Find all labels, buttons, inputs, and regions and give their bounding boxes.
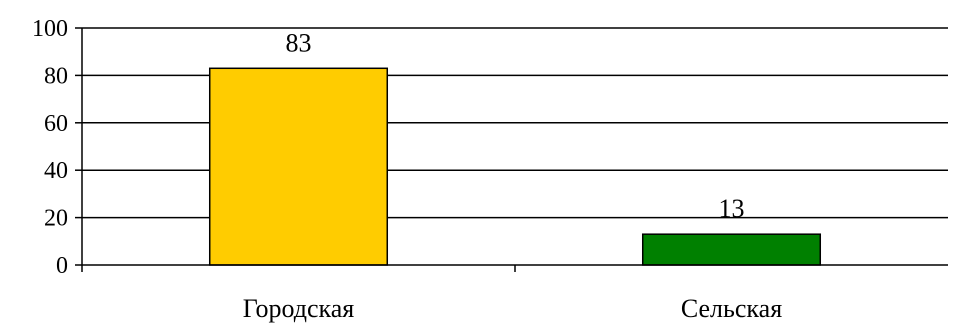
bars — [208, 67, 822, 266]
bar-2 — [641, 233, 822, 266]
x-category-label: Сельская — [681, 294, 782, 323]
data-label: 13 — [719, 194, 745, 223]
x-category-label: Городская — [243, 294, 355, 323]
y-tick-label: 40 — [44, 158, 68, 184]
labels: 0 20 40 60 80 100 83 Городская 13 Сельская — [32, 16, 782, 323]
data-label: 83 — [286, 28, 312, 57]
bar-1 — [208, 67, 389, 266]
axes — [75, 27, 948, 272]
y-tick-label: 80 — [44, 63, 68, 89]
y-tick-label: 100 — [32, 16, 68, 42]
y-tick-label: 60 — [44, 111, 68, 137]
y-tick-label: 0 — [56, 253, 68, 279]
y-tick-label: 20 — [44, 206, 68, 232]
